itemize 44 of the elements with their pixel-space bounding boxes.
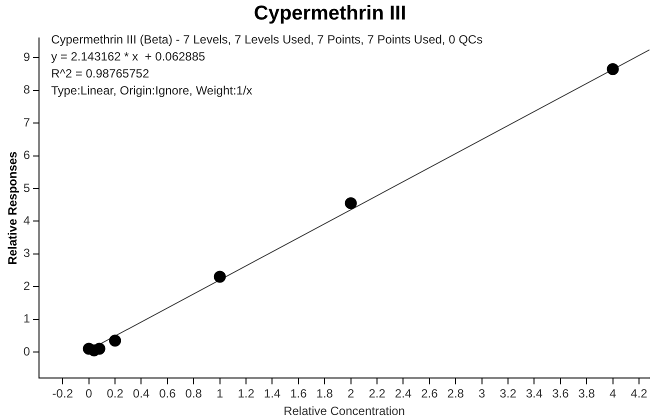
x-tick-label: 1.8 xyxy=(316,386,334,401)
x-tick-label: 4 xyxy=(609,386,616,401)
y-tick-label: 5 xyxy=(23,180,30,195)
x-tick-label: 3.6 xyxy=(552,386,570,401)
point xyxy=(214,270,226,283)
chart-title: Cypermethrin III xyxy=(254,2,406,25)
y-tick-label: 7 xyxy=(23,115,30,130)
annotation: Type:Linear, Origin:Ignore, Weight:1/x xyxy=(51,83,252,98)
x-tick-label: 0 xyxy=(86,386,93,401)
x-tick-label: 1.6 xyxy=(290,386,308,401)
x-tick-label: 3.8 xyxy=(578,386,596,401)
y-tick-label: 8 xyxy=(23,82,30,97)
point xyxy=(109,334,122,347)
annotation: Cypermethrin III (Beta) - 7 Levels, 7 Levels Used, 7 Points, 7 Points Used, 0 QCs xyxy=(51,32,483,46)
x-tick-label: 3.2 xyxy=(500,386,517,401)
x-tick-label: 1 xyxy=(216,386,224,401)
y-axis-title: Relative Responses xyxy=(6,151,20,265)
x-tick-label: 0.6 xyxy=(159,386,176,401)
x-tick-label: 2.2 xyxy=(368,386,386,401)
y-tick-label: 4 xyxy=(23,213,30,228)
y-tick-label: 2 xyxy=(23,278,30,293)
x-tick-label: 2.6 xyxy=(421,386,438,401)
x-tick-label: 0.8 xyxy=(185,386,202,401)
x-tick-label: 2.4 xyxy=(394,386,412,401)
annotation: y = 2.143162 * x + 0.062885 xyxy=(51,49,206,64)
x-tick-label: 3 xyxy=(478,386,486,401)
x-tick-label: -0.2 xyxy=(52,386,74,401)
x-tick-label: 2 xyxy=(347,386,354,401)
x-tick-label: 4.2 xyxy=(630,386,648,401)
x-axis-title: Relative Concentration xyxy=(284,404,405,418)
annotation: R^2 = 0.98765752 xyxy=(51,66,150,80)
x-tick-label: 3.4 xyxy=(526,386,543,401)
x-tick-label: 0.4 xyxy=(132,386,150,401)
y-tick-label: 0 xyxy=(23,344,30,358)
x-tick-label: 1.4 xyxy=(264,386,281,401)
x-tick-label: 1.2 xyxy=(238,386,255,401)
y-tick-label: 3 xyxy=(23,246,30,260)
x-tick-label: 2.8 xyxy=(447,386,464,401)
point xyxy=(606,63,619,76)
y-tick-label: 6 xyxy=(23,148,30,162)
y-tick-label: 9 xyxy=(23,50,30,64)
y-tick-label: 1 xyxy=(23,312,30,326)
point xyxy=(344,197,357,210)
x-tick-label: 0.2 xyxy=(106,386,124,401)
